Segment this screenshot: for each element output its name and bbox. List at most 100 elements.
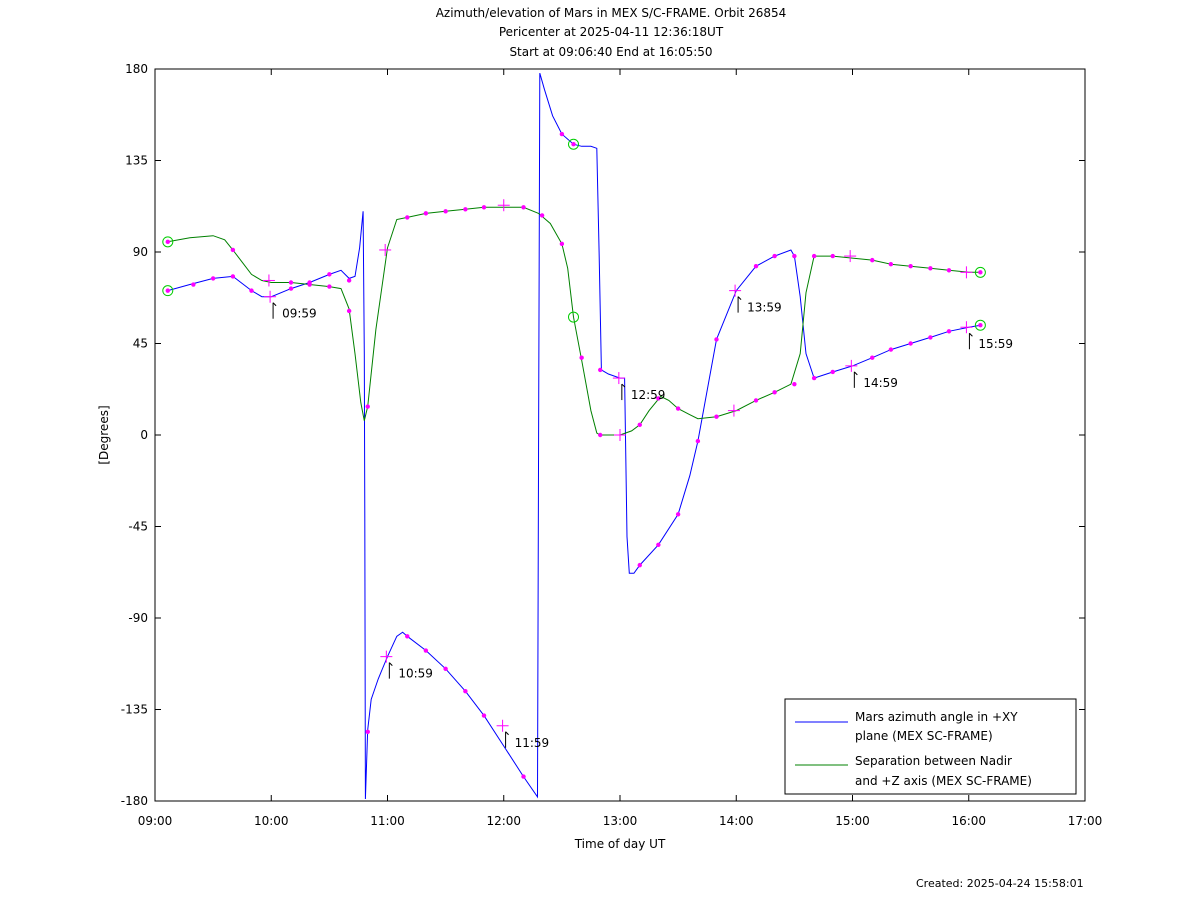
azimuth-data-point (946, 329, 952, 334)
azimuth-data-point (481, 713, 487, 718)
azimuth-data-point (463, 689, 468, 694)
separation-data-point (559, 241, 565, 247)
azimuth-data-point (288, 286, 294, 291)
separation-series-line (167, 206, 981, 436)
legend: Mars azimuth angle in +XY plane (MEX SC-… (784, 698, 1077, 795)
annotation-label: 10:59 (398, 667, 433, 681)
separation-data-point (539, 213, 545, 218)
legend-label-azimuth-2: plane (MEX SC-FRAME) (855, 729, 993, 743)
y-tick-label: -90 (128, 611, 148, 625)
event-circle-marker (974, 319, 986, 331)
hour-cross-marker (845, 359, 858, 372)
separation-data-point (598, 432, 603, 438)
separation-data-point (753, 398, 759, 403)
event-circle-marker (162, 285, 174, 297)
event-circle-marker (974, 266, 986, 278)
series-layer (167, 72, 981, 800)
azimuth-data-point (637, 562, 642, 568)
azimuth-data-point (327, 272, 332, 277)
x-tick-label: 14:00 (719, 814, 754, 828)
azimuth-data-point (908, 341, 913, 346)
annotation-arrowhead (621, 383, 626, 388)
chart-title-line-1: Azimuth/elevation of Mars in MEX S/C-FRA… (436, 6, 787, 20)
hour-cross-marker (496, 719, 509, 732)
annotation-arrowhead (853, 371, 858, 376)
separation-data-point (830, 253, 835, 259)
x-tick-label: 09:00 (138, 814, 173, 828)
chart-title-line-3: Start at 09:06:40 End at 16:05:50 (509, 45, 712, 59)
hour-cross-marker (262, 274, 275, 287)
annotation-label: 15:59 (978, 337, 1013, 351)
y-tick-label: 45 (133, 337, 148, 351)
hour-cross-marker (380, 650, 393, 663)
separation-data-point (888, 262, 894, 267)
hour-cross-marker (379, 243, 392, 256)
azimuth-data-point (249, 288, 254, 293)
legend-label-separation-1: Separation between Nadir (855, 754, 1012, 768)
marker-layer (162, 131, 986, 779)
azimuth-data-point (521, 774, 526, 779)
azimuth-data-point (598, 367, 603, 373)
time-annotation: 11:59 (505, 731, 549, 750)
hour-cross-marker (497, 199, 510, 212)
azimuth-data-point (405, 634, 410, 639)
separation-data-point (463, 207, 468, 212)
separation-data-point (443, 209, 448, 214)
x-tick-label: 13:00 (603, 814, 638, 828)
hour-cross-marker (264, 290, 277, 303)
azimuth-data-point (675, 512, 681, 517)
time-annotation: 12:59 (621, 383, 666, 402)
separation-data-point (714, 414, 719, 419)
azimuth-data-point (559, 131, 565, 137)
azimuth-data-point (830, 369, 835, 375)
azimuth-data-point (978, 323, 983, 328)
axes: 09:00 10:00 11:00 12:00 13:00 14:00 15:00 16:00… (121, 62, 1103, 828)
separation-data-point (307, 282, 312, 287)
hour-cross-marker (614, 429, 626, 441)
x-tick-label: 12:00 (486, 814, 521, 828)
separation-data-point (870, 257, 875, 263)
separation-data-point (165, 239, 170, 245)
azimuth-data-point (714, 337, 719, 342)
legend-label-azimuth-1: Mars azimuth angle in +XY (855, 710, 1018, 724)
event-circle-marker (568, 138, 579, 150)
y-tick-label: -135 (121, 703, 148, 717)
separation-data-point (579, 355, 584, 360)
azimuth-data-point (656, 542, 661, 547)
azimuth-data-point (888, 347, 894, 352)
annotation-label: 12:59 (631, 388, 666, 402)
y-axis-label: [Degrees] (97, 405, 111, 464)
annotation-arrowhead (388, 662, 393, 666)
hour-cross-marker (960, 266, 973, 279)
annotation-label: 09:59 (282, 307, 317, 321)
azimuth-data-point (571, 142, 576, 147)
annotation-label: 13:59 (747, 301, 782, 315)
x-tick-label: 11:00 (370, 814, 405, 828)
azimuth-data-point (423, 648, 429, 653)
separation-data-point (928, 266, 933, 271)
separation-data-point (230, 247, 236, 253)
y-tick-label: 180 (125, 62, 148, 76)
y-tick-label: -180 (121, 794, 148, 808)
separation-data-point (811, 253, 817, 259)
event-circle-marker (568, 311, 579, 323)
hour-cross-marker (729, 284, 742, 297)
azimuth-data-point (210, 276, 216, 281)
separation-data-point (481, 205, 487, 210)
chart-title: Azimuth/elevation of Mars in MEX S/C-FRA… (436, 6, 787, 59)
azimuth-data-point (928, 335, 933, 340)
azimuth-data-point (365, 729, 370, 735)
azimuth-data-point (165, 288, 170, 293)
azimuth-data-point (870, 355, 875, 360)
separation-data-point (792, 381, 797, 387)
y-tick-label: 135 (125, 154, 148, 168)
azimuth-data-point (443, 666, 448, 672)
separation-data-point (288, 280, 294, 285)
time-annotation: 15:59 (968, 332, 1013, 351)
azimuth-data-point (230, 274, 236, 279)
legend-label-separation-2: and +Z axis (MEX SC-FRAME) (855, 774, 1032, 788)
annotation-arrowhead (969, 332, 973, 337)
x-axis-label: Time of day UT (574, 837, 666, 851)
time-annotation: 09:59 (272, 302, 317, 321)
time-annotation: 14:59 (853, 371, 898, 390)
